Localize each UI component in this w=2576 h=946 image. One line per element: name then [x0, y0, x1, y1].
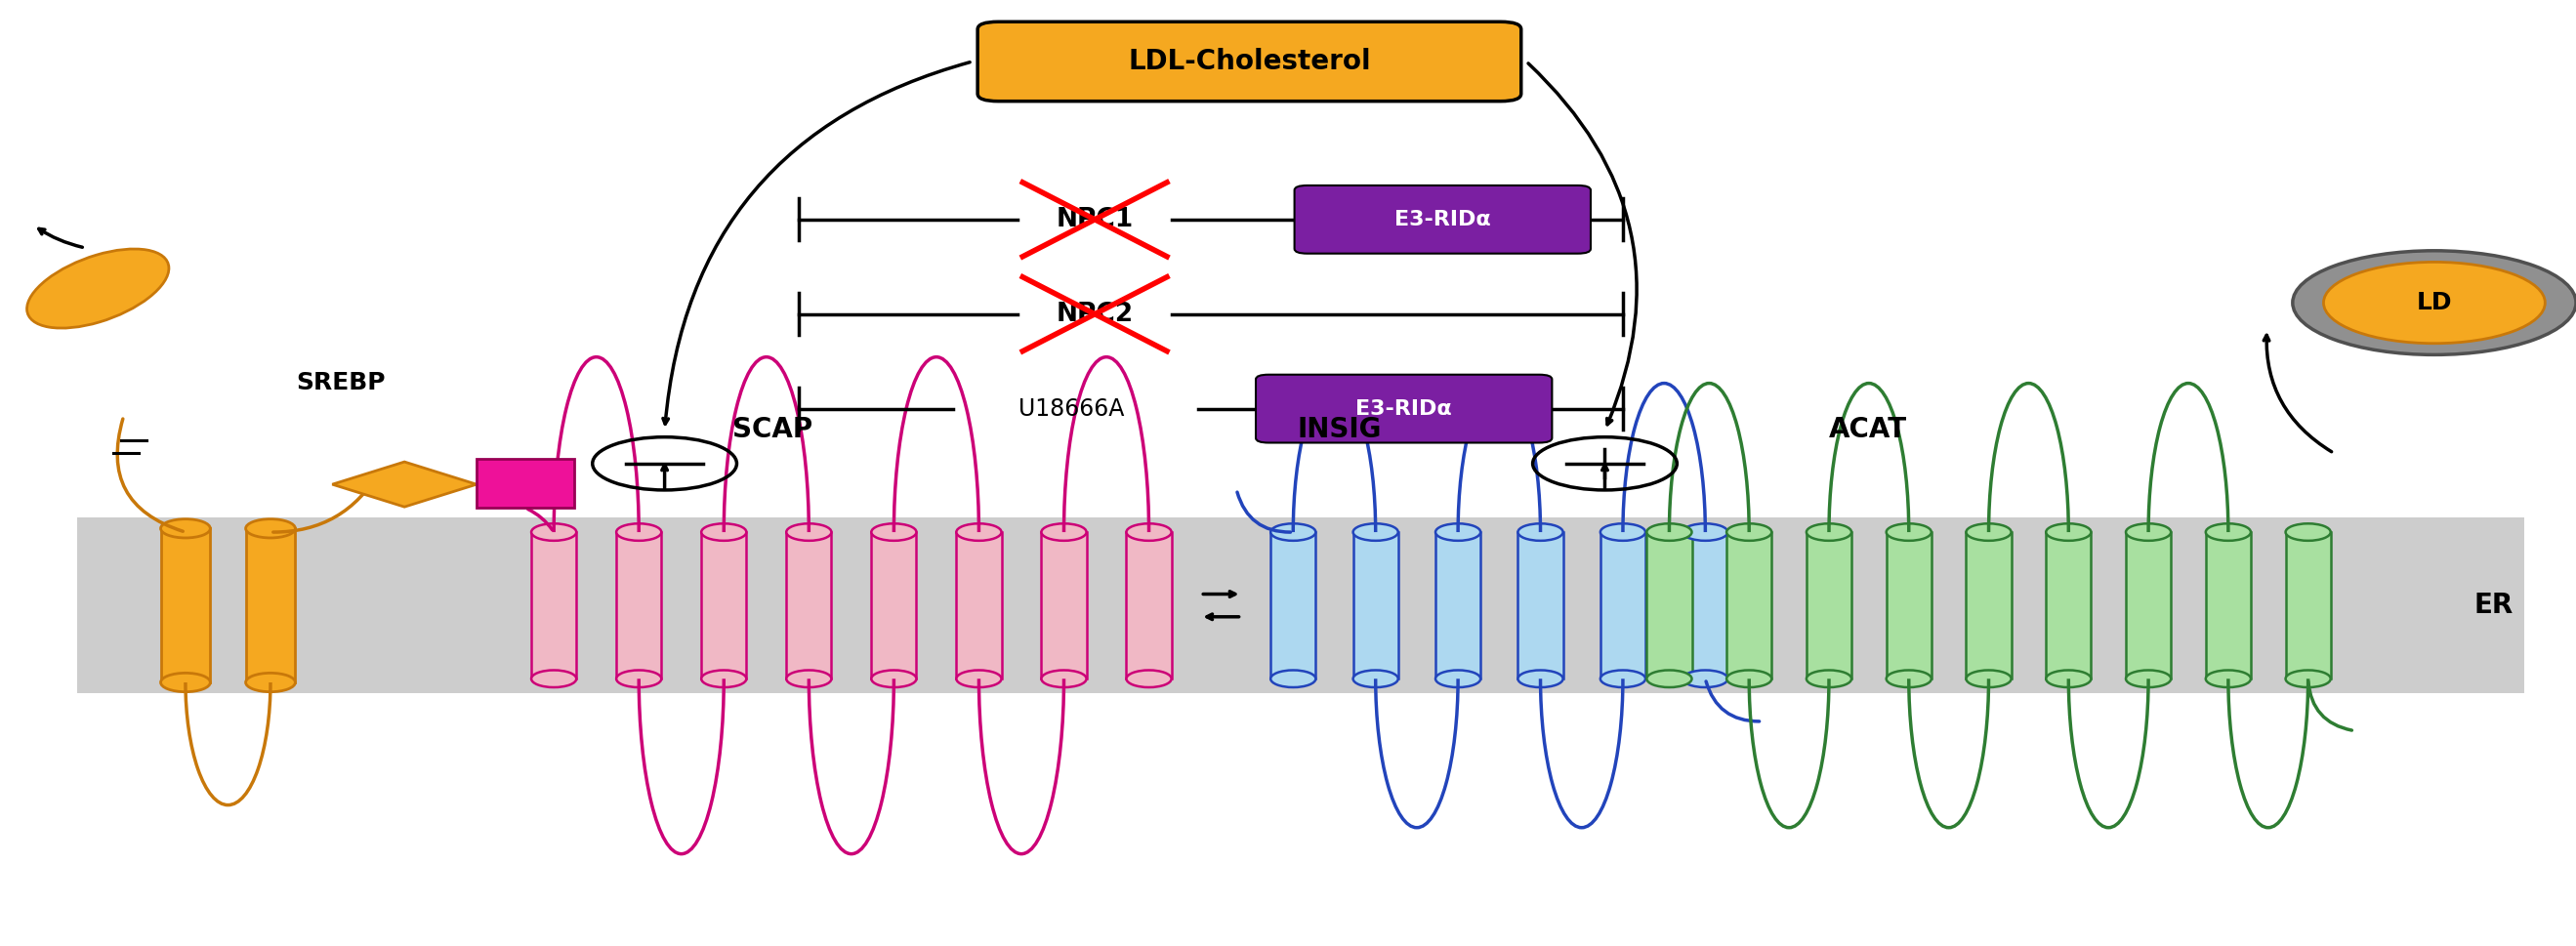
Text: SREBP: SREBP	[296, 372, 386, 394]
Ellipse shape	[2045, 670, 2092, 688]
Bar	[531, 532, 577, 679]
Ellipse shape	[1726, 670, 1772, 688]
Bar	[1126, 532, 1172, 679]
Ellipse shape	[1270, 670, 1316, 688]
Ellipse shape	[1435, 523, 1481, 541]
Bar	[2125, 532, 2172, 679]
Bar	[1041, 532, 1087, 679]
Bar	[1270, 532, 1316, 679]
Ellipse shape	[160, 519, 211, 538]
Text: LD: LD	[2416, 291, 2452, 314]
Text: E3-RIDα: E3-RIDα	[1355, 399, 1453, 418]
Bar	[701, 532, 747, 679]
Ellipse shape	[1126, 670, 1172, 688]
Text: E3-RIDα: E3-RIDα	[1394, 210, 1492, 229]
FancyBboxPatch shape	[477, 459, 574, 508]
Bar	[1600, 532, 1646, 679]
Text: U18666A: U18666A	[1018, 397, 1126, 420]
Ellipse shape	[1517, 670, 1564, 688]
Ellipse shape	[701, 670, 747, 688]
Text: NPC1: NPC1	[1056, 207, 1133, 232]
Ellipse shape	[2125, 523, 2172, 541]
Bar	[160, 529, 211, 682]
Ellipse shape	[1435, 670, 1481, 688]
Text: INSIG: INSIG	[1298, 416, 1381, 444]
Ellipse shape	[1965, 523, 2012, 541]
Ellipse shape	[160, 673, 211, 692]
Ellipse shape	[1517, 523, 1564, 541]
Ellipse shape	[1270, 523, 1316, 541]
Circle shape	[2324, 262, 2545, 343]
Bar	[1726, 532, 1772, 679]
Bar	[1806, 532, 1852, 679]
Ellipse shape	[1600, 670, 1646, 688]
Bar	[956, 532, 1002, 679]
Bar	[2205, 532, 2251, 679]
Bar	[1352, 532, 1399, 679]
Ellipse shape	[1041, 523, 1087, 541]
Bar	[1646, 532, 1692, 679]
Text: SCAP: SCAP	[732, 416, 814, 444]
Ellipse shape	[531, 523, 577, 541]
Ellipse shape	[1806, 523, 1852, 541]
Circle shape	[2293, 251, 2576, 355]
Ellipse shape	[1726, 523, 1772, 541]
Ellipse shape	[1646, 670, 1692, 688]
Bar	[1435, 532, 1481, 679]
Bar	[871, 532, 917, 679]
Ellipse shape	[1965, 670, 2012, 688]
Bar	[616, 532, 662, 679]
Ellipse shape	[26, 249, 170, 328]
Ellipse shape	[956, 523, 1002, 541]
Ellipse shape	[1806, 670, 1852, 688]
Ellipse shape	[1352, 523, 1399, 541]
Ellipse shape	[2125, 670, 2172, 688]
Ellipse shape	[871, 670, 917, 688]
Ellipse shape	[1682, 670, 1728, 688]
FancyBboxPatch shape	[1296, 185, 1589, 254]
Ellipse shape	[245, 519, 296, 538]
Bar	[77, 517, 2524, 693]
Bar	[2045, 532, 2092, 679]
Ellipse shape	[1886, 523, 1932, 541]
Text: ACAT: ACAT	[1829, 416, 1906, 444]
Ellipse shape	[1352, 670, 1399, 688]
Bar	[2285, 532, 2331, 679]
Ellipse shape	[2205, 523, 2251, 541]
Ellipse shape	[531, 670, 577, 688]
Bar	[245, 529, 296, 682]
Ellipse shape	[1600, 523, 1646, 541]
Text: LDL-Cholesterol: LDL-Cholesterol	[1128, 48, 1370, 75]
Polygon shape	[332, 462, 477, 507]
FancyBboxPatch shape	[976, 22, 1520, 101]
Bar	[1965, 532, 2012, 679]
Ellipse shape	[2045, 523, 2092, 541]
Ellipse shape	[786, 523, 832, 541]
Bar	[1886, 532, 1932, 679]
FancyBboxPatch shape	[1255, 375, 1551, 443]
Bar	[786, 532, 832, 679]
Ellipse shape	[1126, 523, 1172, 541]
Bar	[1682, 532, 1728, 679]
Ellipse shape	[2285, 523, 2331, 541]
Bar	[1517, 532, 1564, 679]
Ellipse shape	[616, 523, 662, 541]
Ellipse shape	[2205, 670, 2251, 688]
Text: ER: ER	[2473, 592, 2514, 619]
Ellipse shape	[1646, 523, 1692, 541]
Text: NPC2: NPC2	[1056, 302, 1133, 326]
Ellipse shape	[871, 523, 917, 541]
Ellipse shape	[701, 523, 747, 541]
Ellipse shape	[1886, 670, 1932, 688]
Ellipse shape	[786, 670, 832, 688]
Ellipse shape	[1682, 523, 1728, 541]
Ellipse shape	[2285, 670, 2331, 688]
Ellipse shape	[616, 670, 662, 688]
Ellipse shape	[956, 670, 1002, 688]
Ellipse shape	[1041, 670, 1087, 688]
Ellipse shape	[245, 673, 296, 692]
